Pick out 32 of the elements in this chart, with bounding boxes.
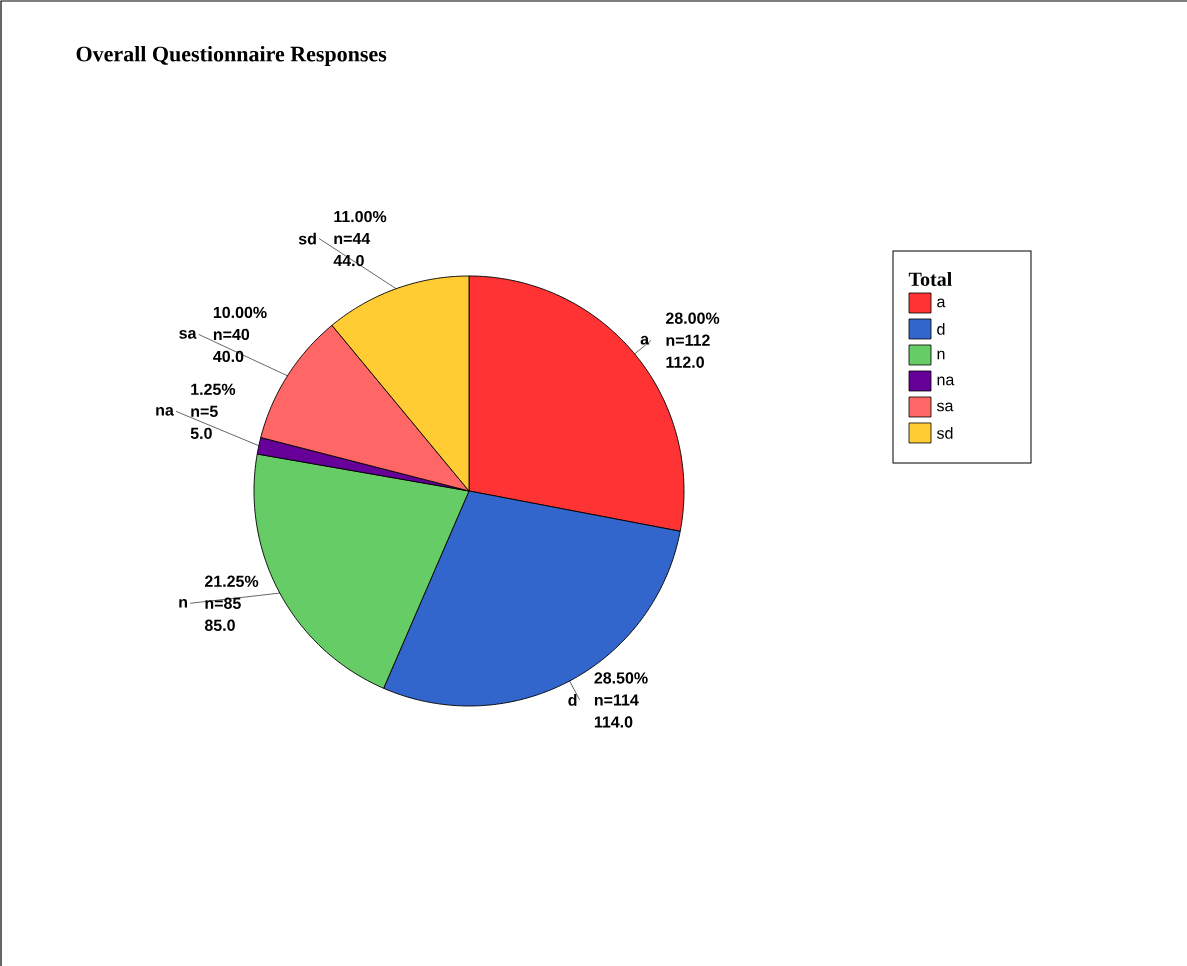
- slice-label: d: [568, 694, 577, 706]
- data-label: 44.0: [333, 254, 364, 267]
- chart-title: Overall Questionnaire Responses: [76, 46, 387, 66]
- legend-label: n: [937, 350, 945, 360]
- slice-label: n: [179, 598, 188, 608]
- text: n=112: [666, 334, 710, 346]
- text: 11.00%: [334, 210, 387, 223]
- text: n=85: [205, 597, 241, 609]
- text: 28.50%: [594, 672, 648, 684]
- slice-label: a: [640, 335, 650, 345]
- legend-label: sa: [936, 402, 954, 412]
- slice-label: sd: [298, 232, 316, 245]
- slice-label: sa: [179, 330, 197, 339]
- text: n=40: [213, 328, 250, 341]
- text: 1.25%: [191, 383, 236, 396]
- data-label: 114.0: [594, 716, 633, 728]
- text: n=114: [594, 694, 639, 706]
- data-label: 40.0: [213, 350, 244, 363]
- legend-title: Total: [908, 271, 952, 287]
- data-label: 85.0: [204, 619, 235, 631]
- text: 28.00%: [665, 312, 720, 324]
- text: n=5: [191, 405, 218, 418]
- text: n=44: [334, 233, 371, 245]
- legend-label: a: [937, 298, 946, 308]
- legend-label: d: [937, 323, 945, 335]
- data-label: 112.0: [666, 356, 704, 368]
- text: 21.25%: [204, 575, 259, 587]
- slice-label: na: [156, 406, 174, 416]
- text: 10.00%: [213, 306, 267, 319]
- data-label: 5.0: [190, 427, 212, 440]
- legend-label: sd: [936, 427, 953, 439]
- legend-label: na: [937, 376, 955, 386]
